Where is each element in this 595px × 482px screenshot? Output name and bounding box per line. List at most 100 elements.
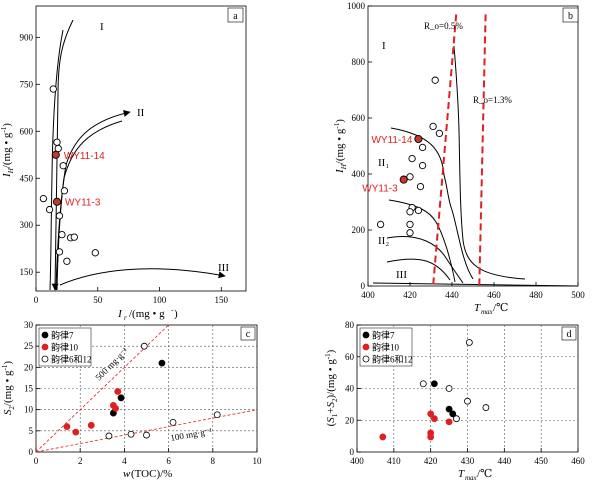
sample-point: [60, 187, 69, 195]
sample-point: [406, 229, 414, 237]
svg-text:r: r: [124, 314, 127, 322]
zone-label-iii: III: [396, 269, 407, 281]
ro-isoline: [432, 14, 458, 287]
x-tick-label: 8: [211, 456, 216, 466]
svg-text:w: w: [123, 468, 131, 480]
x-tick-label: 480: [529, 290, 543, 300]
panel-b: b 400 420 440 460 480 500 0 200 400 600 800 1000 R_…: [333, 1, 585, 316]
x-tick-label: 430: [461, 456, 475, 466]
type-i-curve-outer: [51, 19, 74, 291]
type-ii-curve-inner: [55, 120, 123, 291]
panel-a-label-box: a: [227, 7, 244, 23]
legend-label: 韵律7: [372, 330, 395, 341]
sample-point: [376, 220, 385, 229]
x-tick-label: 410: [387, 456, 401, 466]
zone-label-iii: III: [218, 262, 229, 274]
x-tick-label: 0: [34, 456, 39, 466]
legend-marker: [41, 331, 49, 339]
data-point: [449, 410, 457, 418]
panel-a-y-axis-label: IH/(mg • g-1): [0, 123, 15, 178]
y-tick-label: 25: [24, 341, 34, 351]
x-tick-label: 4: [122, 456, 127, 466]
panel-b-frame: [367, 5, 579, 287]
data-point: [465, 339, 473, 346]
x-tick-label: 460: [487, 290, 501, 300]
panel-a-frame: [35, 5, 247, 292]
data-point: [169, 418, 177, 426]
legend-label: 韵律7: [51, 330, 74, 341]
data-point: [117, 394, 125, 402]
data-point: [419, 380, 427, 388]
panel-c-x-axis-label: w (TOC)/%: [123, 468, 172, 480]
svg-text:max: max: [465, 474, 478, 482]
data-point: [430, 415, 438, 423]
x-tick-label: 500: [571, 290, 585, 300]
panel-b-label-box: b: [562, 7, 579, 23]
svg-text:): ): [174, 308, 178, 320]
sample-point: [58, 230, 66, 239]
x-tick-label: 440: [498, 456, 512, 466]
reference-line: [35, 409, 258, 453]
boundary-curve-6: [372, 282, 579, 287]
sample-point: [59, 162, 67, 170]
data-point: [114, 388, 122, 395]
data-point: [143, 431, 150, 439]
panel-b-label: b: [568, 11, 573, 22]
highlighted-sample-point: [414, 134, 423, 144]
legend-marker: [41, 355, 49, 363]
sample-point: [416, 182, 425, 191]
svg-text:/(mg • g: /(mg • g: [129, 308, 165, 320]
panel-d-y-axis-label: (S1+S2)/(mg • g-1): [324, 349, 339, 426]
data-point: [379, 433, 387, 441]
zone-label-ii: II: [137, 107, 145, 119]
y-tick-label: 80: [345, 320, 355, 330]
legend-label: 韵律6和12: [51, 354, 92, 365]
sample-point: [406, 220, 414, 229]
data-point: [112, 404, 119, 412]
y-tick-label: 450: [20, 173, 34, 183]
sample-point: [429, 122, 437, 131]
data-point: [105, 432, 113, 440]
panel-b-y-axis-label: IH/(mg • g-1): [333, 119, 348, 174]
y-tick-label: 750: [20, 79, 34, 89]
sample-point: [418, 143, 427, 152]
ro-isoline: [478, 14, 487, 287]
boundary-curve-1: [390, 127, 474, 280]
sample-label: WY11-14: [371, 135, 412, 146]
panel-a: a 0 50 100 150 150 300 450 600 750 900 I II III W…: [0, 5, 247, 322]
y-tick-label: 20: [24, 362, 34, 372]
highlighted-sample-point: [399, 175, 408, 184]
y-tick-label: 600: [20, 126, 34, 136]
y-tick-label: 30: [24, 320, 34, 330]
zone-label-i: I: [100, 21, 104, 33]
panel-a-label: a: [233, 11, 238, 22]
data-point: [427, 433, 435, 441]
data-point: [453, 415, 460, 423]
y-tick-label: 0: [361, 281, 366, 291]
legend-marker: [362, 343, 370, 351]
y-tick-label: 20: [345, 415, 355, 425]
data-point: [445, 385, 453, 392]
y-tick-label: 1000: [347, 1, 366, 11]
x-tick-label: 450: [534, 456, 548, 466]
sample-point: [39, 194, 48, 203]
ref-label-100: 100 mg·g⁻¹: [170, 426, 214, 443]
svg-text:/℃: /℃: [477, 468, 492, 480]
data-point: [482, 404, 490, 411]
sample-point: [414, 206, 423, 215]
legend-marker: [362, 355, 370, 363]
y-tick-label: 10: [24, 405, 34, 415]
sample-point: [49, 85, 57, 93]
ro-label-low: R_o=0.5%: [424, 21, 463, 31]
y-tick-label: 800: [352, 57, 366, 67]
legend-marker: [41, 343, 49, 351]
y-tick-label: 600: [352, 113, 366, 123]
ref-label-500: 500 mg·g⁻¹: [93, 345, 130, 382]
zone-label-i: I: [382, 40, 386, 52]
data-point: [87, 421, 95, 429]
y-tick-label: 400: [352, 169, 366, 179]
legend-label: 韵律10: [51, 342, 79, 353]
panel-c-label-box: c: [240, 326, 256, 341]
